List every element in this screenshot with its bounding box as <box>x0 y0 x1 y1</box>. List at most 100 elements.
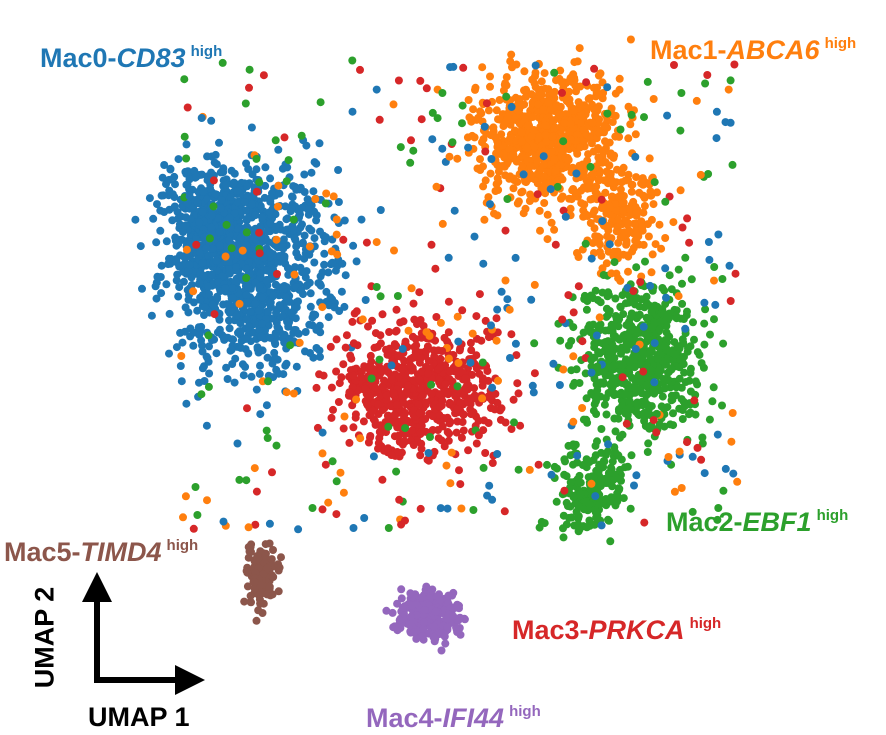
point-mac1 <box>235 299 244 308</box>
point-mac3 <box>400 356 409 365</box>
point-mac2 <box>235 475 244 484</box>
point-mac0 <box>182 399 191 408</box>
point-mac0 <box>307 226 316 235</box>
point-mac2 <box>591 393 600 402</box>
point-mac2 <box>586 328 595 337</box>
point-mac2 <box>596 320 605 329</box>
point-mac0 <box>310 258 319 267</box>
point-mac1 <box>655 220 664 229</box>
point-mac3 <box>434 375 443 384</box>
point-mac0 <box>242 290 251 299</box>
point-mac3 <box>500 507 509 516</box>
point-mac1 <box>615 85 624 94</box>
point-mac2 <box>566 478 575 487</box>
point-mac5 <box>245 547 254 556</box>
point-mac3 <box>534 460 543 469</box>
point-mac0 <box>162 237 171 246</box>
point-mac2 <box>685 410 693 419</box>
point-mac5 <box>253 555 262 564</box>
point-mac2 <box>573 458 582 467</box>
point-mac0 <box>348 107 357 116</box>
point-mac0 <box>310 234 319 243</box>
point-mac1 <box>595 175 604 183</box>
point-mac0 <box>273 322 282 331</box>
point-mac4 <box>408 601 417 610</box>
point-mac1 <box>407 284 416 293</box>
label-mac4-gene: IFI44 <box>442 703 505 733</box>
point-mac0 <box>174 239 183 248</box>
point-mac0 <box>279 312 287 321</box>
label-mac1-gene: ABCA6 <box>726 35 820 65</box>
point-mac0 <box>301 328 310 336</box>
point-mac2 <box>567 366 576 375</box>
point-mac3 <box>629 287 638 295</box>
point-mac0 <box>711 300 720 309</box>
point-mac3 <box>363 401 372 410</box>
point-mac2 <box>610 258 619 267</box>
point-mac0 <box>639 322 648 331</box>
point-mac0 <box>547 470 556 479</box>
point-mac2 <box>625 358 634 367</box>
point-mac1 <box>389 100 398 109</box>
point-mac2 <box>627 110 636 119</box>
point-mac1 <box>540 69 549 78</box>
point-mac3 <box>438 422 447 431</box>
point-mac0 <box>454 337 463 346</box>
point-mac0 <box>315 139 324 148</box>
point-mac0 <box>216 204 225 213</box>
point-mac0 <box>179 228 187 237</box>
point-mac0 <box>318 268 327 277</box>
point-mac5 <box>250 577 259 586</box>
point-mac0 <box>387 361 396 370</box>
point-mac3 <box>361 384 370 393</box>
point-mac0 <box>185 260 194 269</box>
point-mac1 <box>575 44 584 53</box>
point-mac0 <box>212 256 221 265</box>
point-mac0 <box>338 259 347 268</box>
point-mac2 <box>655 326 664 334</box>
point-mac3 <box>401 516 409 525</box>
point-mac5 <box>269 573 278 581</box>
point-mac1 <box>539 105 547 114</box>
point-mac3 <box>491 389 500 398</box>
point-mac1 <box>616 185 625 194</box>
point-mac0 <box>217 196 226 204</box>
point-mac0 <box>214 214 222 222</box>
label-mac2-gene: EBF1 <box>742 507 812 537</box>
point-mac0 <box>529 388 538 397</box>
point-mac2 <box>718 275 727 283</box>
point-mac1 <box>640 193 649 202</box>
point-mac1 <box>626 35 635 44</box>
point-mac2 <box>650 178 659 187</box>
point-mac3 <box>416 76 425 85</box>
point-mac4 <box>393 626 402 635</box>
point-mac4 <box>452 625 461 634</box>
point-mac1 <box>675 447 684 456</box>
point-mac0 <box>337 287 346 296</box>
point-mac0 <box>292 185 301 194</box>
point-mac2 <box>537 517 546 526</box>
point-mac0 <box>306 289 315 298</box>
point-mac4 <box>398 603 407 612</box>
point-mac1 <box>550 225 559 234</box>
point-mac0 <box>704 238 713 246</box>
point-mac3 <box>398 365 407 373</box>
point-mac3 <box>384 444 393 453</box>
point-mac3 <box>392 326 401 335</box>
point-mac0 <box>294 525 303 534</box>
point-mac3 <box>375 115 384 124</box>
point-mac1 <box>638 178 647 187</box>
point-mac1 <box>492 336 501 345</box>
point-mac2 <box>552 497 561 506</box>
point-mac0 <box>597 521 606 530</box>
point-mac0 <box>170 202 179 211</box>
label-mac0-suffix: high <box>190 43 223 60</box>
point-mac3 <box>507 330 516 339</box>
point-mac3 <box>435 403 444 411</box>
point-mac0 <box>681 324 690 333</box>
point-mac3 <box>455 466 463 475</box>
point-mac0 <box>162 180 170 189</box>
point-mac2 <box>686 342 695 351</box>
point-mac1 <box>566 204 575 213</box>
point-mac1 <box>527 172 535 181</box>
